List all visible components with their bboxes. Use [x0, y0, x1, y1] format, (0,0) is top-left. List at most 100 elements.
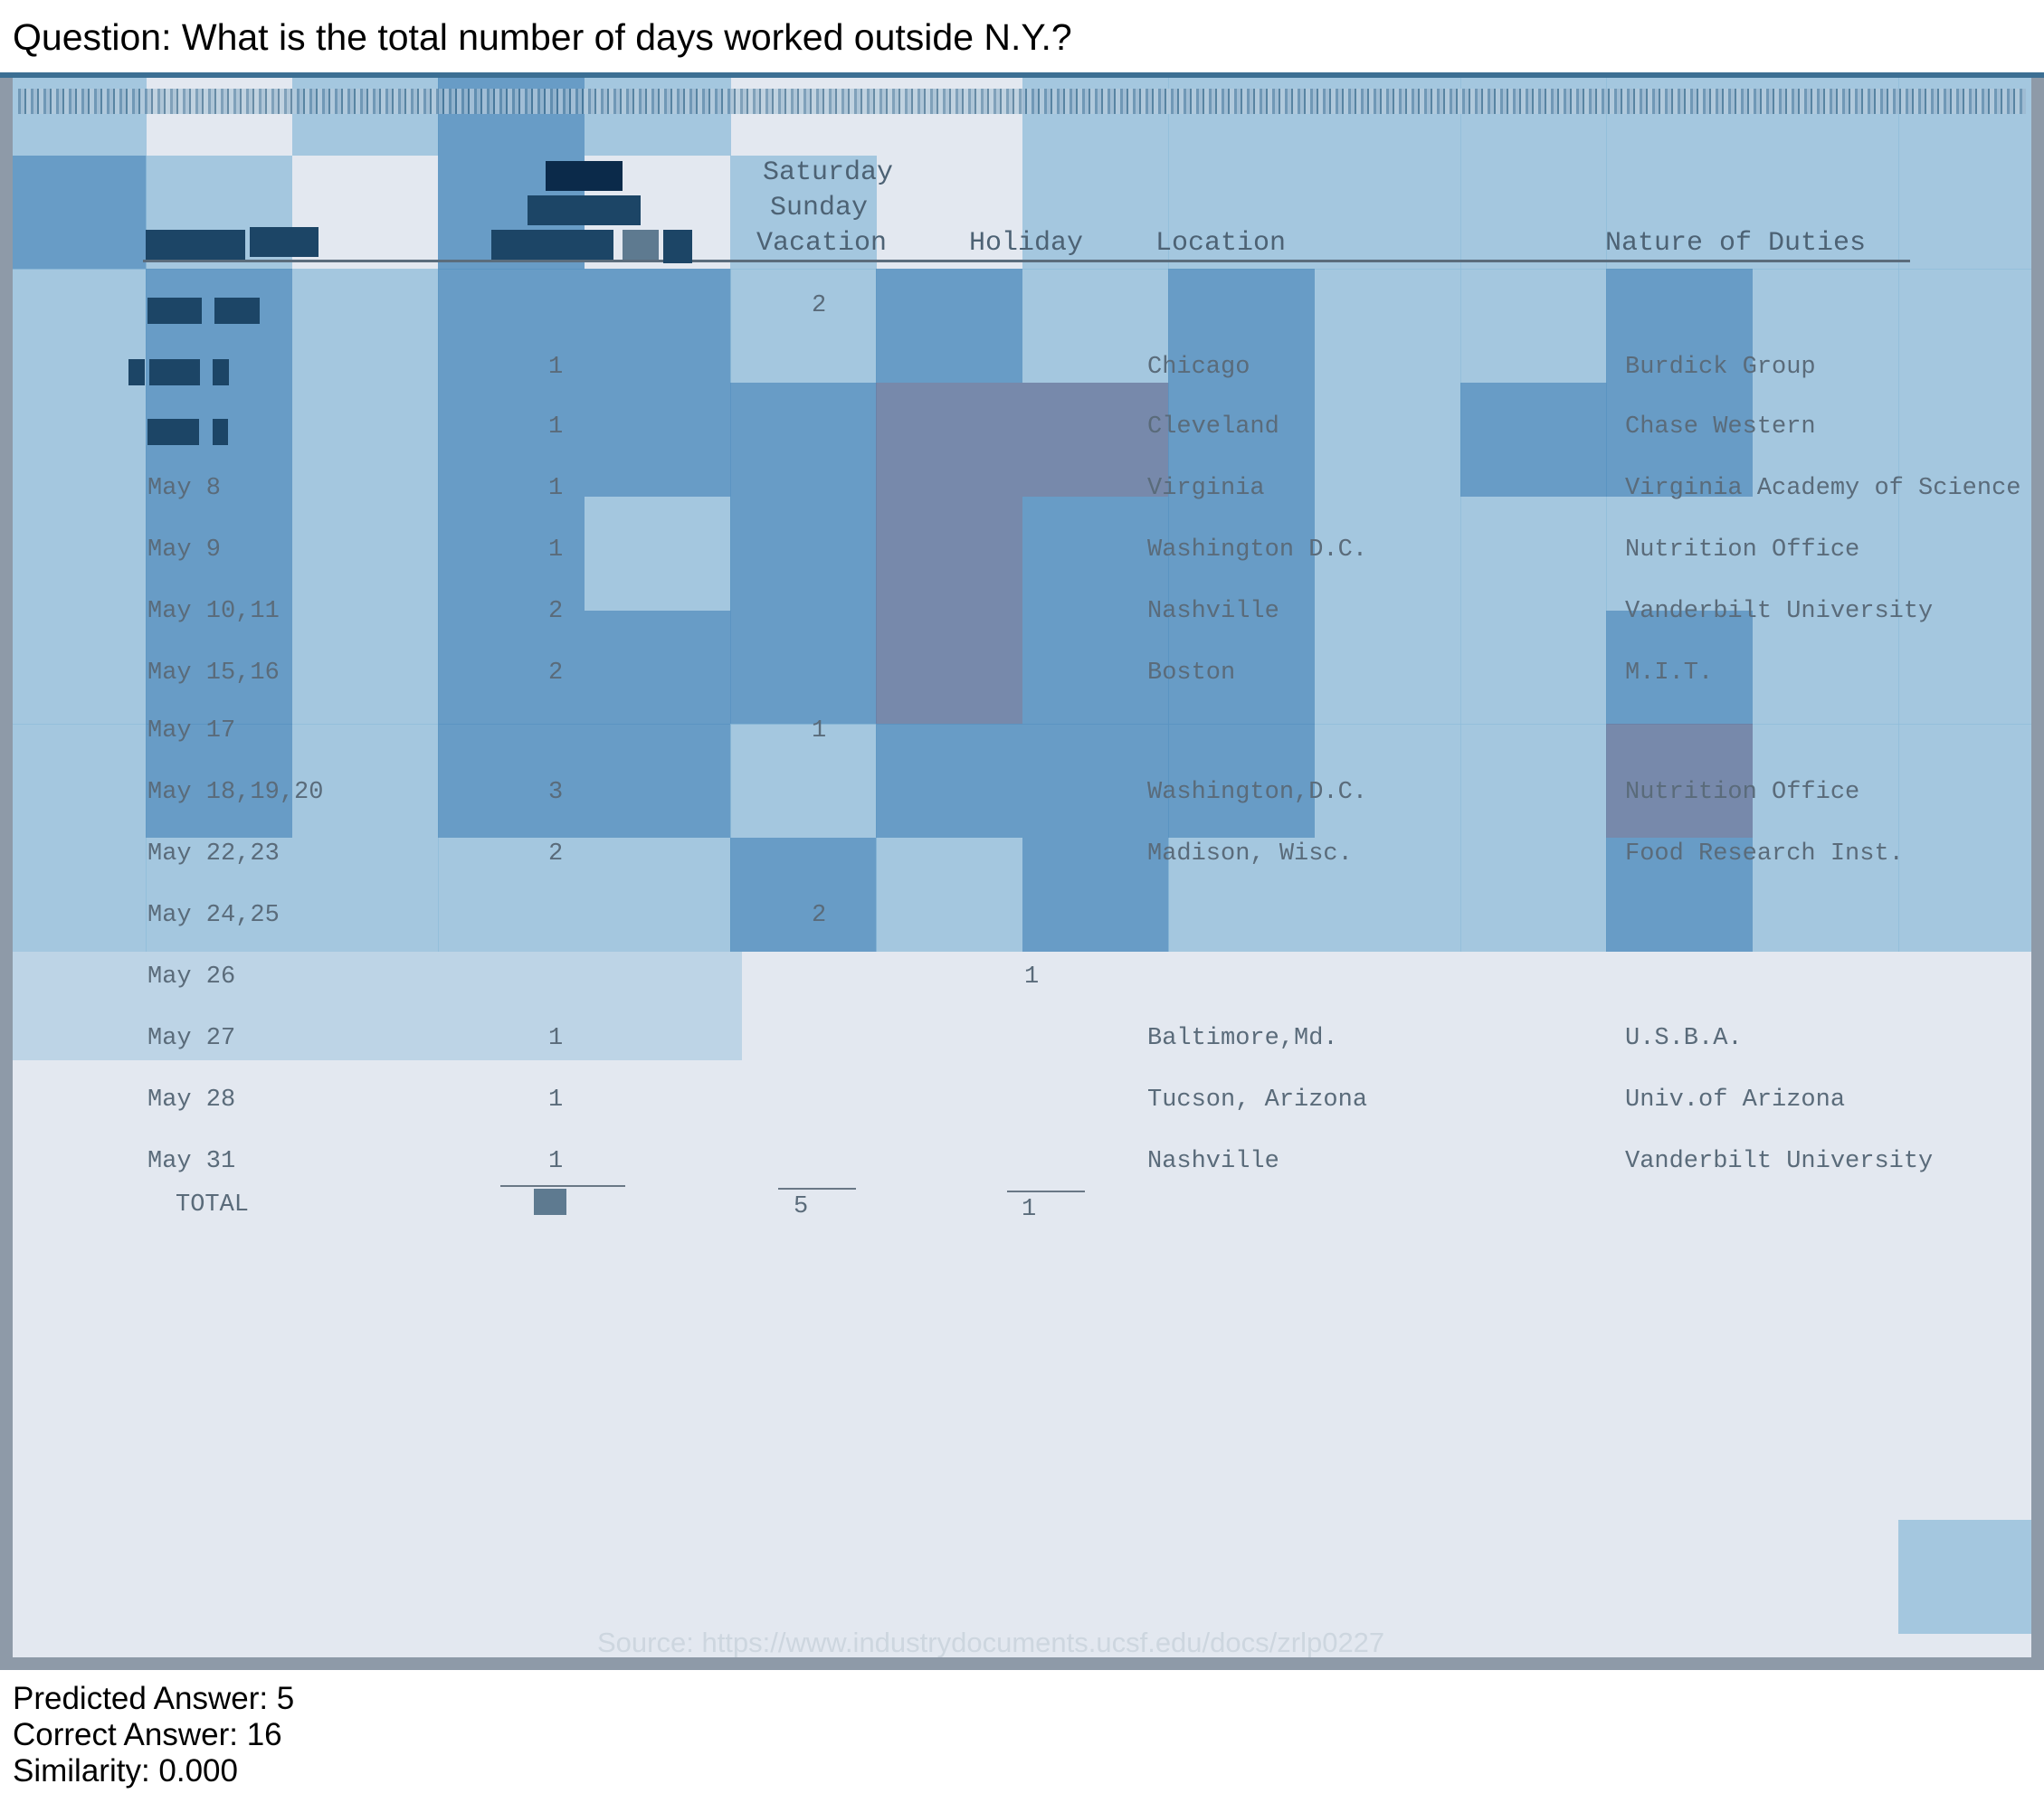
- heatmap-cell: [0, 611, 147, 725]
- similarity-score: Similarity: 0.000: [13, 1753, 238, 1789]
- heatmap-cell: [1022, 72, 1169, 156]
- heatmap-cell: [1898, 269, 2044, 383]
- heatmap-cell: [730, 497, 877, 611]
- row-vacation: 1: [812, 717, 826, 745]
- row-days: 1: [548, 1025, 563, 1052]
- row-duties: Nutrition Office: [1625, 536, 1859, 564]
- heatmap-cell: [876, 611, 1022, 725]
- heatmap-cell: [585, 269, 731, 383]
- heatmap-cell: [585, 72, 731, 156]
- heatmap-cell: [585, 497, 731, 611]
- heatmap-cell: [730, 838, 877, 952]
- source-watermark: Source: https://www.industrydocuments.uc…: [597, 1627, 1384, 1659]
- row-date: May 10,11: [147, 598, 280, 625]
- row-date: May 31: [147, 1148, 235, 1175]
- heatmap-cell: [1315, 72, 1461, 156]
- heatmap-cell: [1315, 269, 1461, 383]
- row-days: 1: [548, 354, 563, 381]
- header-holiday: Holiday: [969, 228, 1083, 259]
- row-vacation: 2: [812, 902, 826, 929]
- row-duties: U.S.B.A.: [1625, 1025, 1743, 1052]
- heatmap-cell: [1460, 383, 1607, 497]
- row-date: May 26: [147, 963, 235, 991]
- redaction-block: [149, 359, 200, 385]
- header-vacation-line1: Saturday: [763, 157, 893, 188]
- heatmap-cell: [1753, 611, 1899, 725]
- row-days: 1: [548, 475, 563, 502]
- row-location: Boston: [1147, 660, 1235, 687]
- heatmap-cell: [1460, 72, 1607, 156]
- redaction-block: [128, 359, 145, 385]
- header-duties: Nature of Duties: [1605, 228, 1866, 259]
- question-text: Question: What is the total number of da…: [13, 16, 1072, 59]
- redaction-block: [534, 1189, 566, 1215]
- redaction-block: [213, 419, 228, 445]
- row-days: 1: [548, 413, 563, 441]
- row-duties: M.I.T.: [1625, 660, 1713, 687]
- scan-edge-noise: [18, 89, 2026, 114]
- heatmap-cell: [1898, 838, 2044, 952]
- heatmap-cell: [730, 611, 877, 725]
- heatmap-cell: [0, 724, 147, 838]
- row-vacation: 2: [812, 292, 826, 319]
- heatmap-cell: [585, 724, 731, 838]
- row-days: 2: [548, 660, 563, 687]
- heatmap-cell: [585, 611, 731, 725]
- row-location: Cleveland: [1147, 413, 1279, 441]
- heatmap-cell: [876, 383, 1022, 497]
- correct-answer: Correct Answer: 16: [13, 1717, 282, 1753]
- header-location: Location: [1155, 228, 1286, 259]
- total-label: TOTAL: [176, 1191, 249, 1219]
- row-days: 1: [548, 1148, 563, 1175]
- heatmap-cell: [1606, 72, 1753, 156]
- redaction-block: [528, 195, 641, 225]
- row-days: 2: [548, 598, 563, 625]
- heatmap-cell: [0, 838, 147, 952]
- row-date: May 8: [147, 475, 221, 502]
- redaction-block: [250, 227, 318, 257]
- total-vacation: 5: [794, 1193, 808, 1220]
- total-rule-holiday: [1007, 1191, 1085, 1192]
- redaction-block: [623, 230, 659, 260]
- row-days: 3: [548, 779, 563, 806]
- row-date: May 17: [147, 717, 235, 745]
- row-date: May 15,16: [147, 660, 280, 687]
- heatmap-cell: [0, 269, 147, 383]
- heatmap-cell: [730, 724, 877, 838]
- header-vacation-line2: Sunday: [770, 193, 868, 223]
- heatmap-cell: [0, 497, 147, 611]
- redaction-block: [147, 298, 202, 324]
- row-location: Baltimore,Md.: [1147, 1025, 1338, 1052]
- total-holiday: 1: [1022, 1196, 1036, 1223]
- heatmap-cell: [438, 72, 585, 156]
- row-date: May 22,23: [147, 840, 280, 868]
- row-location: Washington,D.C.: [1147, 779, 1367, 806]
- row-duties: Virginia Academy of Science: [1625, 475, 2020, 502]
- predicted-answer: Predicted Answer: 5: [13, 1681, 294, 1717]
- row-duties: Nutrition Office: [1625, 779, 1859, 806]
- row-duties: Vanderbilt University: [1625, 1148, 1933, 1175]
- heatmap-cell: [1898, 156, 2044, 270]
- heatmap-cell: [1315, 156, 1461, 270]
- total-rule-days: [500, 1185, 625, 1187]
- row-location: Chicago: [1147, 354, 1250, 381]
- row-holiday: 1: [1024, 963, 1039, 991]
- row-duties: Food Research Inst.: [1625, 840, 1904, 868]
- heatmap-cell: [876, 497, 1022, 611]
- heatmap-cell: [1315, 611, 1461, 725]
- heatmap-cell: [1315, 383, 1461, 497]
- heatmap-cell: [876, 724, 1022, 838]
- redaction-block: [663, 230, 692, 263]
- heatmap-cell: [292, 269, 439, 383]
- row-days: 1: [548, 1087, 563, 1114]
- heatmap-cell: [1898, 497, 2044, 611]
- heatmap-cell: [585, 383, 731, 497]
- heatmap-cell: [1460, 156, 1607, 270]
- redaction-block: [213, 359, 229, 385]
- header-underline: [143, 260, 1910, 262]
- redaction-block: [147, 419, 199, 445]
- heatmap-cell: [1753, 72, 1899, 156]
- heatmap-cell: [0, 72, 147, 156]
- heatmap-cell: [1460, 838, 1607, 952]
- row-date: May 24,25: [147, 902, 280, 929]
